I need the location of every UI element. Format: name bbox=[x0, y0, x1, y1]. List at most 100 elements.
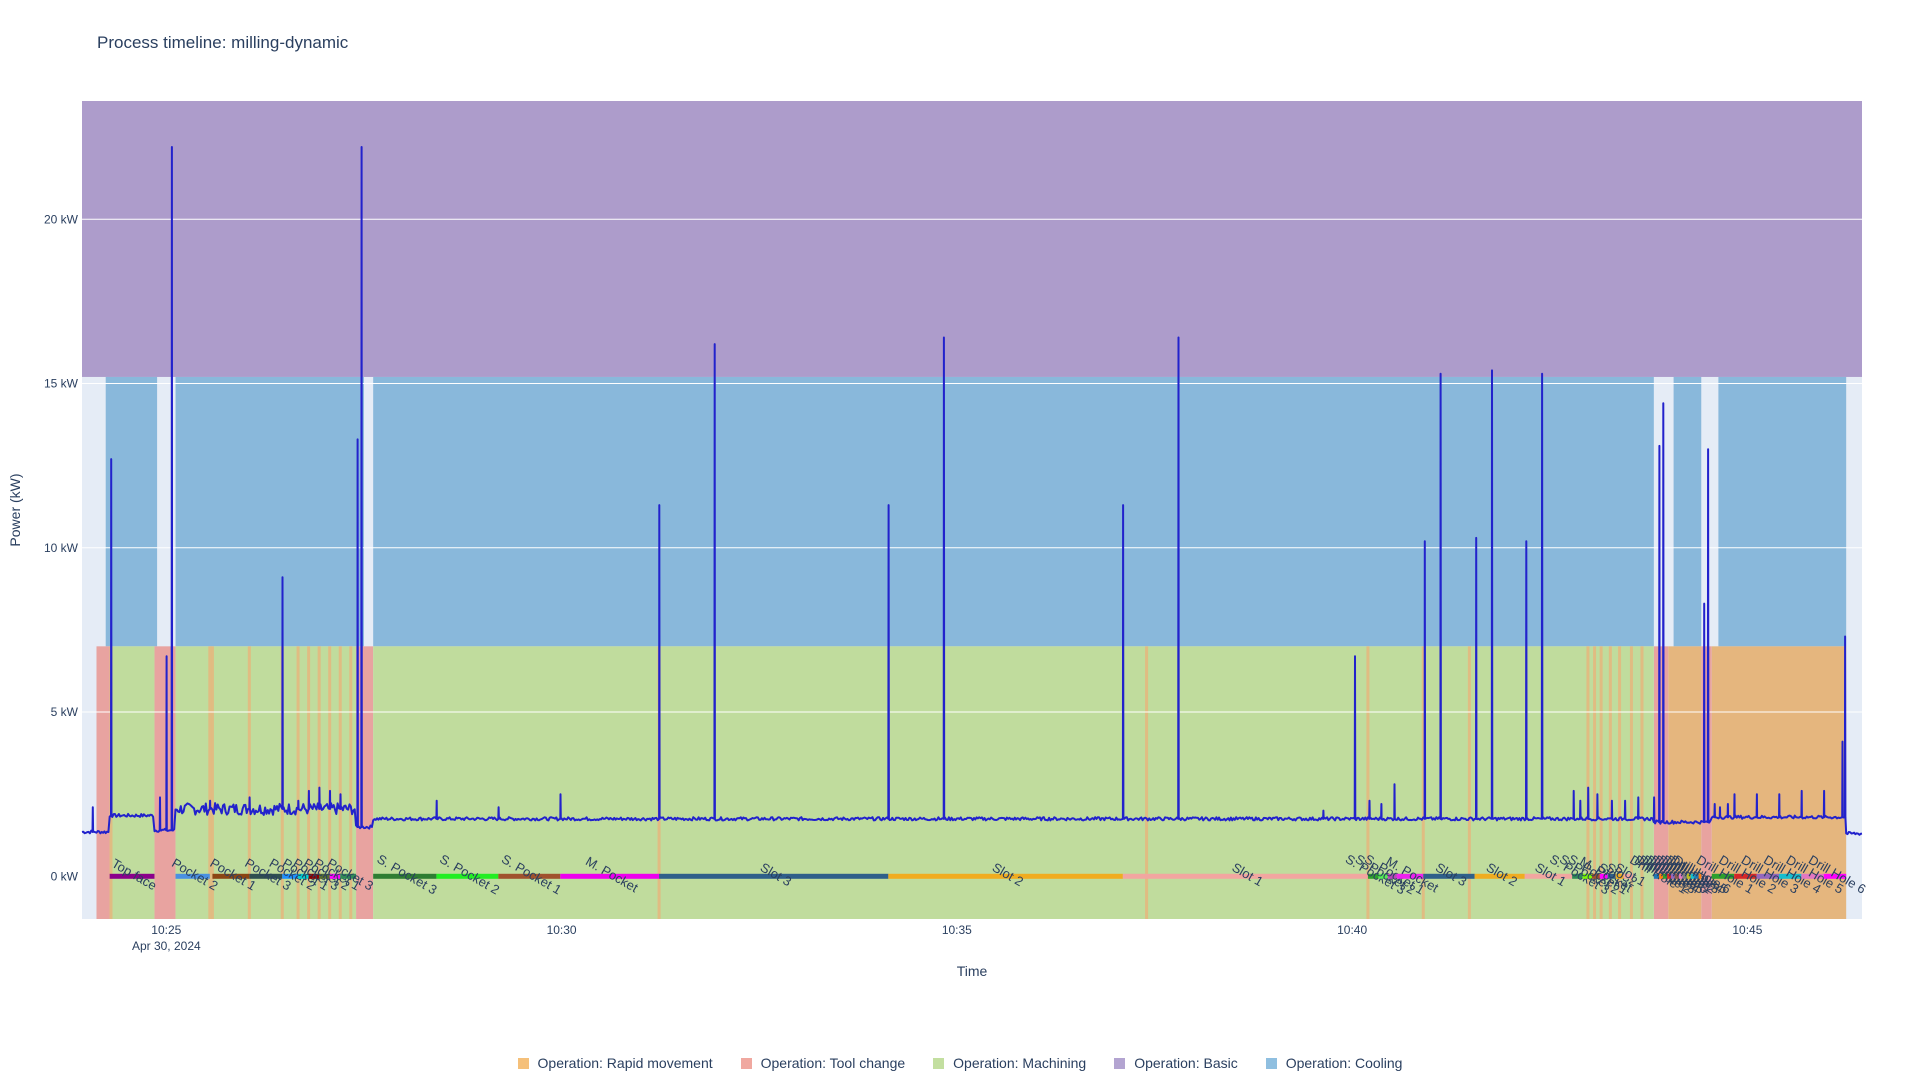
segment-bar bbox=[659, 873, 889, 879]
legend-swatch bbox=[740, 1057, 752, 1069]
band-rapid-movement bbox=[1145, 646, 1149, 919]
segment-bar bbox=[1823, 873, 1847, 879]
segment-bar bbox=[1599, 873, 1608, 879]
segment-bar bbox=[1387, 873, 1397, 879]
segment-bar bbox=[1582, 873, 1592, 879]
legend-swatch bbox=[933, 1057, 945, 1069]
chart-title: Process timeline: milling-dynamic bbox=[97, 33, 349, 52]
y-tick-label: 10 kW bbox=[44, 541, 79, 555]
segment-bar bbox=[1682, 873, 1687, 879]
band-rapid-movement bbox=[307, 646, 311, 919]
y-tick-label: 0 kW bbox=[51, 869, 79, 883]
legend-item[interactable]: Operation: Cooling bbox=[1265, 1055, 1402, 1071]
band-rapid-movement bbox=[296, 646, 300, 919]
legend-item[interactable]: Operation: Rapid movement bbox=[517, 1055, 713, 1071]
segment-bar bbox=[1711, 873, 1735, 879]
band-rapid-movement bbox=[208, 646, 212, 919]
segment-bar bbox=[1778, 873, 1802, 879]
legend-item[interactable]: Operation: Basic bbox=[1114, 1055, 1238, 1071]
segment-bar bbox=[1615, 873, 1624, 879]
band-rapid-movement bbox=[1593, 646, 1597, 919]
x-tick-label: 10:35 bbox=[942, 923, 972, 937]
segment-bar bbox=[212, 873, 250, 879]
band-cooling bbox=[1673, 376, 1702, 647]
band-rapid-movement bbox=[1668, 646, 1702, 919]
band-machining bbox=[175, 646, 357, 919]
band-tool-change bbox=[96, 646, 110, 919]
segment-bar bbox=[888, 873, 1123, 879]
segment-bar bbox=[1667, 873, 1671, 879]
segment-bar bbox=[175, 873, 210, 879]
segment-bar bbox=[1474, 873, 1525, 879]
segment-bar bbox=[1591, 873, 1600, 879]
segment-bar bbox=[1572, 873, 1583, 879]
segment-bar bbox=[1524, 873, 1573, 879]
band-rapid-movement bbox=[210, 646, 214, 919]
segment-bar bbox=[249, 873, 283, 879]
band-tool-change bbox=[1653, 646, 1669, 919]
segment-bar bbox=[1801, 873, 1824, 879]
power-series-line bbox=[81, 146, 1863, 836]
band-rapid-movement bbox=[1640, 646, 1644, 919]
legend-label: Operation: Rapid movement bbox=[537, 1055, 713, 1071]
legend-swatch bbox=[517, 1057, 529, 1069]
segment-bar bbox=[1686, 873, 1691, 879]
band-rapid-movement bbox=[1618, 646, 1622, 919]
segment-bar bbox=[282, 873, 299, 879]
y-tick-label: 20 kW bbox=[44, 212, 79, 226]
x-tick-label: 10:30 bbox=[547, 923, 577, 937]
segment-bar bbox=[1378, 873, 1388, 879]
segment-bar bbox=[340, 873, 357, 879]
segment-bar bbox=[436, 873, 499, 879]
segment-bar bbox=[1659, 873, 1664, 879]
segment-bar bbox=[1663, 873, 1668, 879]
legend-label: Operation: Machining bbox=[953, 1055, 1087, 1071]
band-rapid-movement bbox=[1711, 646, 1847, 919]
legend-label: Operation: Tool change bbox=[760, 1055, 906, 1071]
segment-bar bbox=[1623, 873, 1633, 879]
band-rapid-movement bbox=[1599, 646, 1603, 919]
segment-bar bbox=[498, 873, 561, 879]
segment-bar bbox=[1678, 873, 1683, 879]
segment-bar bbox=[109, 873, 155, 879]
segment-bar bbox=[1698, 873, 1702, 879]
band-rapid-movement bbox=[1366, 646, 1370, 919]
segment-bar bbox=[373, 873, 437, 879]
legend-item[interactable]: Operation: Machining bbox=[933, 1055, 1086, 1071]
band-machining bbox=[109, 646, 155, 919]
x-tick-label: 10:25 bbox=[151, 923, 181, 937]
legend-label: Operation: Basic bbox=[1134, 1055, 1238, 1071]
power-line-layer bbox=[81, 146, 1863, 836]
band-rapid-movement bbox=[328, 646, 332, 919]
segment-bar bbox=[1607, 873, 1616, 879]
segment-bar bbox=[1756, 873, 1779, 879]
segment-bar bbox=[1694, 873, 1699, 879]
band-rapid-movement bbox=[1467, 646, 1471, 919]
x-tick-label: 10:40 bbox=[1337, 923, 1367, 937]
band-rapid-movement bbox=[1586, 646, 1590, 919]
band-tool-change bbox=[356, 646, 374, 919]
legend-item[interactable]: Operation: Tool change bbox=[740, 1055, 906, 1071]
x-tick-sublabel: Apr 30, 2024 bbox=[132, 939, 201, 953]
legend-swatch bbox=[1265, 1057, 1277, 1069]
band-basic bbox=[82, 101, 1862, 377]
band-rapid-movement bbox=[247, 646, 251, 919]
band-tool-change bbox=[1701, 646, 1712, 919]
segment-bar bbox=[1423, 873, 1475, 879]
band-cooling bbox=[373, 376, 1654, 647]
band-cooling bbox=[175, 376, 364, 647]
band-cooling bbox=[105, 376, 158, 647]
segment-bar bbox=[1670, 873, 1675, 879]
x-axis-title: Time bbox=[957, 963, 988, 979]
segment-bar bbox=[560, 873, 660, 879]
segment-bar bbox=[1122, 873, 1368, 879]
gridlines-layer bbox=[82, 218, 1862, 713]
band-cooling bbox=[1718, 376, 1847, 647]
segment-bar bbox=[319, 873, 330, 879]
axes-layer: 0 kW 5 kW 10 kW 15 kW 20 kW 10:25 Apr 30, 2024… bbox=[44, 212, 1763, 953]
y-axis-title: Power (kW) bbox=[7, 473, 23, 546]
segment-bar bbox=[329, 873, 341, 879]
segment-bar bbox=[298, 873, 309, 879]
band-rapid-movement bbox=[317, 646, 321, 919]
